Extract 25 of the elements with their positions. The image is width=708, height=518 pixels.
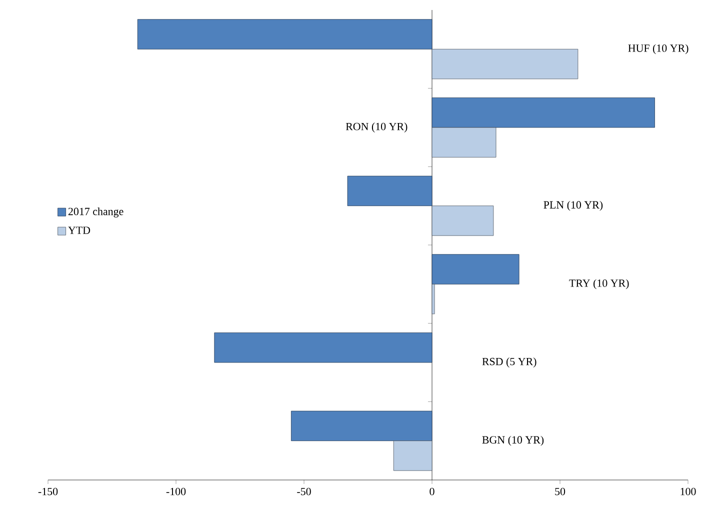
- bar: [393, 440, 432, 471]
- x-tick-label: 100: [680, 488, 696, 496]
- bar: [432, 98, 655, 128]
- bar: [291, 410, 432, 442]
- x-tick-label: -100: [166, 488, 186, 496]
- x-tick-label: -50: [297, 488, 311, 496]
- x-tick-label: 0: [430, 488, 434, 496]
- bar: [214, 332, 432, 363]
- bar: [432, 206, 494, 236]
- y-tick-label: PLN (10 YR): [544, 200, 603, 211]
- y-tick-label: TRY (10 YR): [569, 279, 629, 290]
- bar: [432, 48, 578, 80]
- legend-label: 2017 change: [68, 207, 124, 218]
- legend-label: YTD: [68, 226, 90, 234]
- bar: [432, 127, 496, 158]
- y-tick-label: RSD (5 YR): [482, 358, 536, 368]
- y-tick-label: RON (10 YR): [346, 122, 408, 132]
- bar: [137, 19, 432, 50]
- y-tick-label: BGN (10 YR): [482, 436, 544, 446]
- x-tick-label: 50: [555, 488, 566, 496]
- x-tick-label: -150: [38, 488, 58, 496]
- y-tick-label: HUF (10 YR): [628, 44, 688, 54]
- bar: [432, 254, 520, 284]
- bar: [432, 284, 435, 314]
- bar: [347, 176, 432, 206]
